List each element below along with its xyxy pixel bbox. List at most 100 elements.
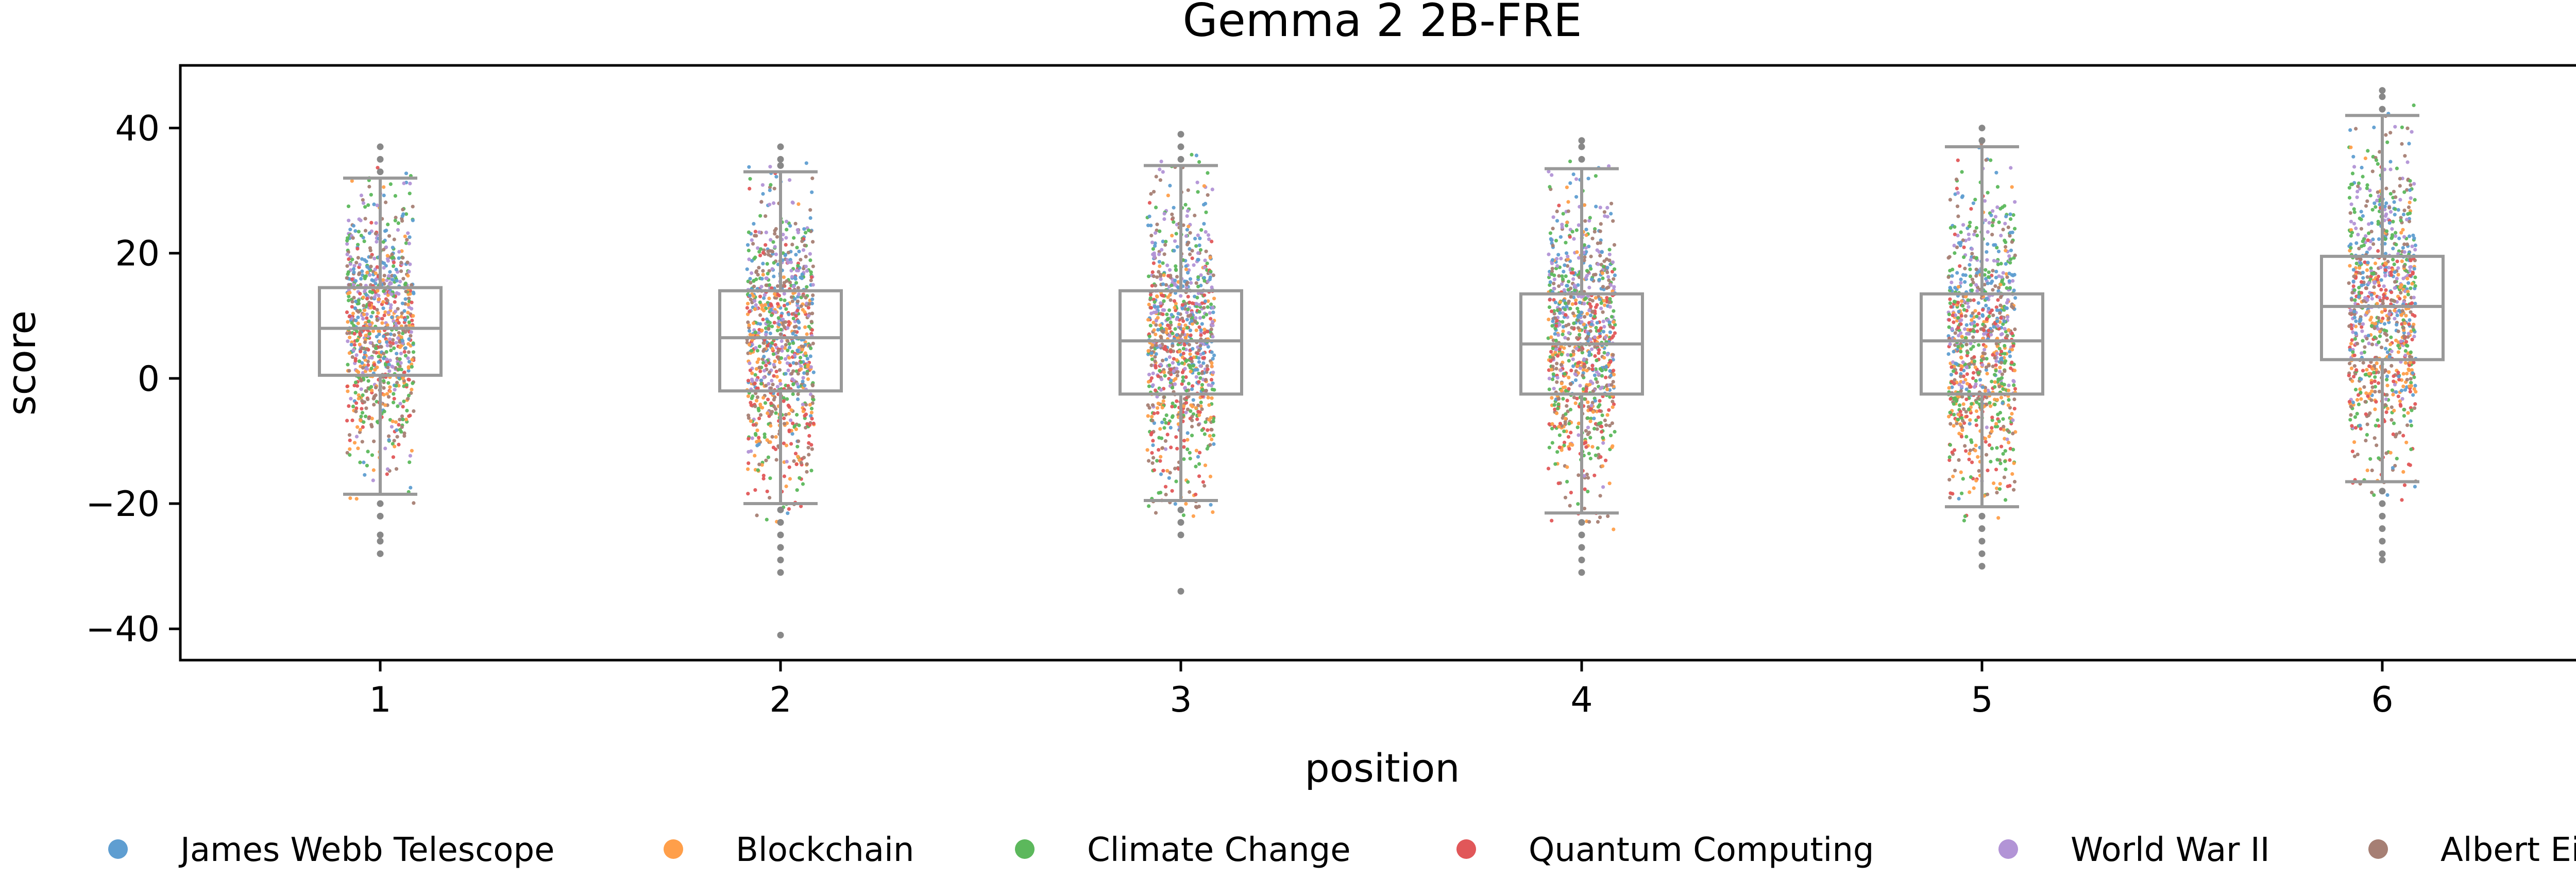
strip-point xyxy=(363,340,367,344)
strip-point xyxy=(808,208,812,212)
strip-point xyxy=(392,396,396,401)
strip-point xyxy=(774,458,778,462)
strip-point xyxy=(1948,297,1952,301)
strip-point xyxy=(775,375,779,379)
strip-point xyxy=(396,228,400,232)
strip-point xyxy=(770,341,774,345)
strip-point xyxy=(1598,515,1602,520)
strip-point xyxy=(2012,479,2017,484)
strip-point xyxy=(1185,228,1189,232)
strip-point xyxy=(1558,300,1562,304)
strip-point xyxy=(1564,240,1568,245)
strip-point xyxy=(1952,300,1957,304)
strip-point xyxy=(1991,209,1995,213)
strip-point xyxy=(1964,415,1969,419)
strip-point xyxy=(1565,404,1569,408)
strip-point xyxy=(1590,445,1595,449)
strip-point xyxy=(757,417,761,421)
strip-point xyxy=(767,324,771,328)
strip-point xyxy=(354,279,358,283)
strip-point xyxy=(1607,164,1611,168)
strip-point xyxy=(2379,278,2383,282)
strip-point xyxy=(805,332,809,336)
strip-point xyxy=(784,243,788,247)
strip-point xyxy=(1189,369,1193,374)
strip-point xyxy=(2413,402,2417,406)
strip-point xyxy=(779,298,783,302)
strip-point xyxy=(772,374,776,378)
strip-point xyxy=(1165,263,1170,267)
strip-point xyxy=(1956,300,1960,305)
strip-point xyxy=(1159,301,1163,305)
strip-point xyxy=(1555,361,1559,366)
strip-point xyxy=(748,368,752,372)
strip-point xyxy=(359,193,364,198)
strip-point xyxy=(1595,248,1599,252)
strip-point xyxy=(2003,204,2007,208)
strip-point xyxy=(1560,389,1564,393)
strip-point xyxy=(1610,445,1614,450)
strip-point xyxy=(1550,258,1555,262)
strip-point xyxy=(753,255,757,260)
strip-point xyxy=(778,382,783,386)
strip-point xyxy=(1556,333,1561,337)
strip-point xyxy=(2401,434,2405,438)
strip-point xyxy=(359,418,363,423)
strip-point xyxy=(786,403,790,408)
strip-point xyxy=(770,267,774,271)
strip-point xyxy=(2001,401,2005,405)
strip-point xyxy=(1984,344,1988,349)
strip-point xyxy=(1947,318,1951,322)
strip-point xyxy=(1965,372,1969,376)
strip-point xyxy=(1562,346,1566,350)
strip-point xyxy=(799,360,803,364)
strip-point xyxy=(1993,385,1997,389)
strip-point xyxy=(749,281,753,285)
strip-point xyxy=(372,202,376,206)
strip-point xyxy=(410,365,414,369)
strip-point xyxy=(1197,309,1201,314)
strip-point xyxy=(800,348,804,352)
strip-point xyxy=(1558,307,1562,312)
strip-point xyxy=(753,432,758,436)
strip-point xyxy=(2389,405,2394,409)
strip-point xyxy=(1974,283,1978,287)
strip-point xyxy=(1162,418,1166,422)
strip-point xyxy=(1567,331,1571,335)
strip-point xyxy=(803,413,807,418)
strip-point xyxy=(1197,474,1201,478)
strip-point xyxy=(756,386,760,390)
strip-point xyxy=(408,454,413,458)
strip-point xyxy=(381,240,385,244)
strip-point xyxy=(1587,520,1591,524)
strip-point xyxy=(2390,227,2394,231)
strip-point xyxy=(369,255,373,259)
strip-point xyxy=(797,320,801,324)
strip-point xyxy=(1955,271,1959,275)
strip-point xyxy=(766,320,770,324)
strip-point xyxy=(1197,356,1201,360)
strip-point xyxy=(1555,209,1559,214)
strip-point xyxy=(774,435,778,439)
strip-point xyxy=(2003,326,2007,331)
strip-point xyxy=(347,369,351,373)
strip-point xyxy=(2013,253,2017,257)
strip-point xyxy=(360,411,365,415)
strip-point xyxy=(792,424,796,428)
strip-point xyxy=(1569,491,1573,495)
strip-point xyxy=(372,363,377,367)
strip-point xyxy=(1154,323,1158,327)
strip-point xyxy=(1172,357,1176,361)
strip-point xyxy=(1611,353,1615,357)
strip-point xyxy=(1184,234,1189,238)
strip-point xyxy=(803,244,807,248)
strip-point xyxy=(2004,249,2008,253)
strip-point xyxy=(761,341,766,345)
strip-point xyxy=(1969,257,1973,262)
strip-point xyxy=(387,282,392,286)
strip-point xyxy=(2364,439,2368,443)
strip-point xyxy=(1206,330,1210,334)
strip-point xyxy=(1189,333,1193,337)
strip-point xyxy=(761,317,765,322)
strip-point xyxy=(810,312,815,316)
